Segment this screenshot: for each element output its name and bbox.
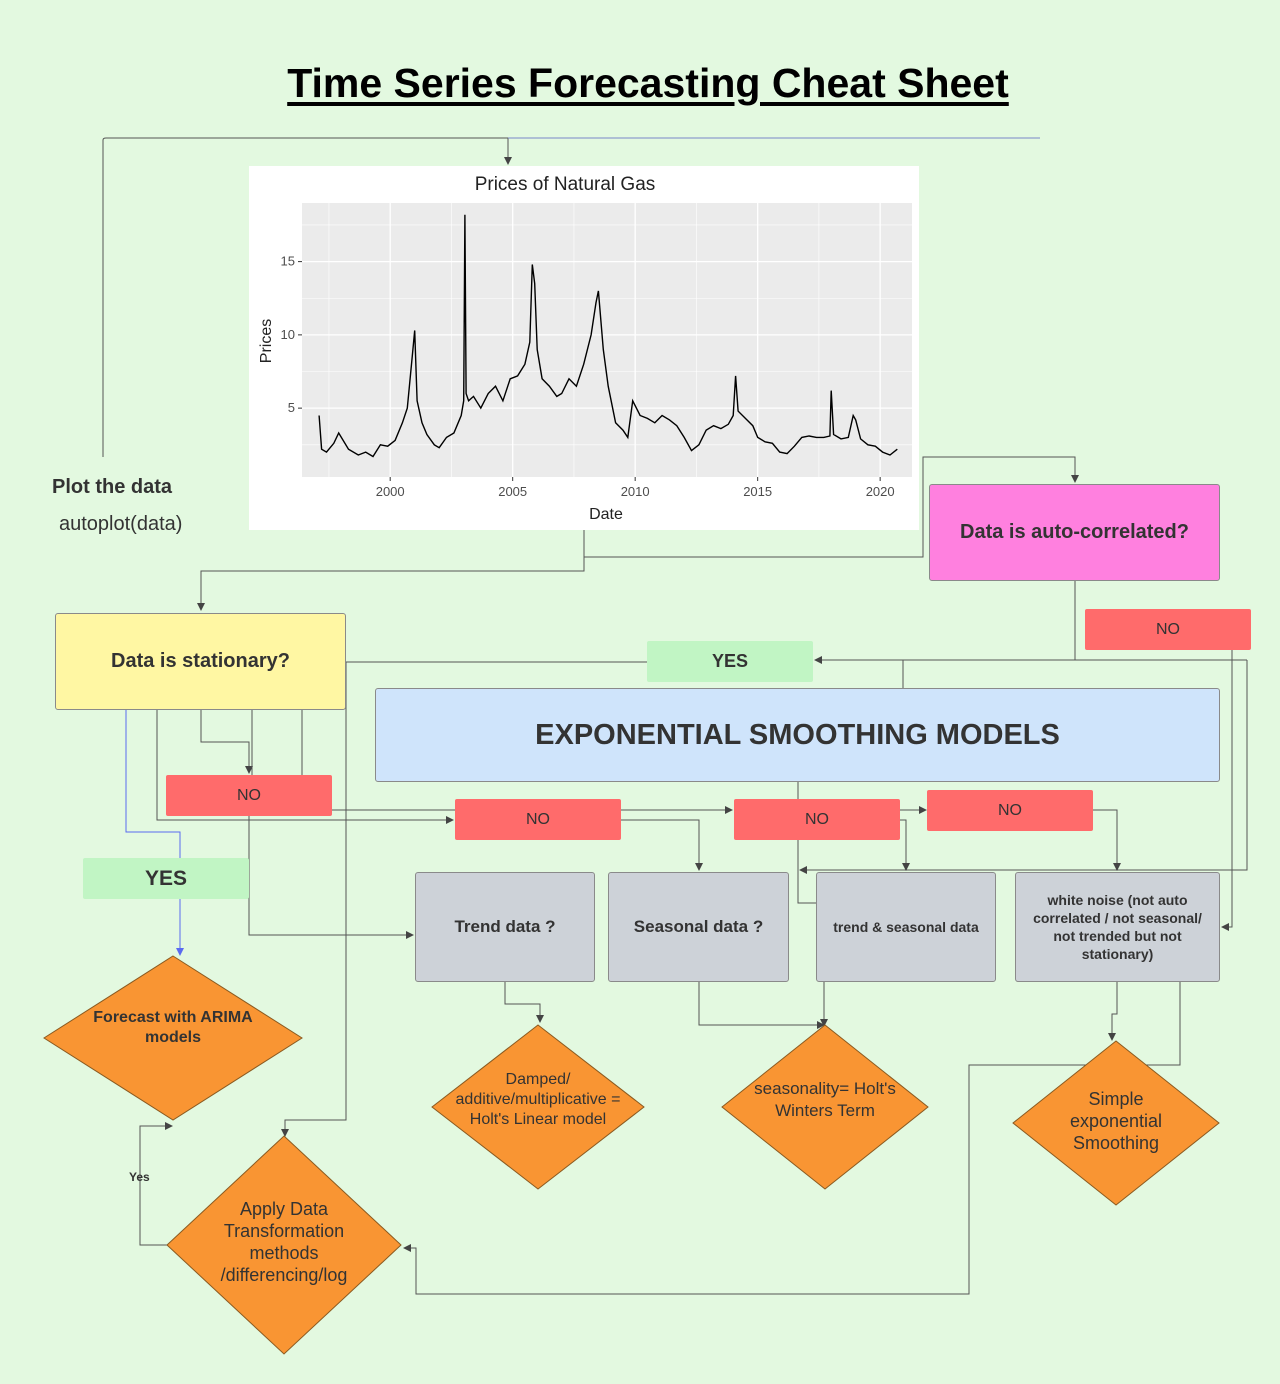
no-label-autocorr: NO (1085, 609, 1251, 650)
no-to-exp-line (902, 610, 1076, 688)
transform-diamond[interactable]: Apply Data Transformation methods /diffe… (166, 1135, 402, 1355)
series-line (318, 214, 898, 458)
trend-box[interactable]: Trend data ? (415, 872, 595, 982)
stationary-text: Data is stationary? (111, 650, 290, 672)
arima-diamond-shape (43, 955, 303, 1121)
plot-panel (302, 203, 912, 477)
natural-gas-chart: 2000 2005 2010 2015 2020 5 10 15 Prices of Natu… (249, 166, 919, 530)
chart-to-autocorr (583, 456, 1079, 558)
trend-to-holt (504, 982, 544, 1023)
loop-top-line (102, 137, 512, 457)
arima-diamond[interactable]: Forecast with ARIMA models (43, 955, 303, 1121)
holt-linear-text: Damped/ additive/multiplicative = Holt's… (455, 1071, 621, 1128)
stationary-to-yes-blue (125, 710, 184, 956)
white-noise-text: white noise (not auto correlated / not s… (1033, 892, 1202, 962)
x-tick-label: 2015 (743, 484, 772, 499)
transform-diamond-shape (166, 1135, 402, 1355)
holt-winters-text: seasonality= Holt's Winters Term (754, 1079, 896, 1120)
autocorrelated-box[interactable]: Data is auto-correlated? (929, 484, 1220, 581)
holt-linear-diamond-shape (431, 1024, 645, 1190)
trend-seasonal-text: trend & seasonal data (833, 919, 979, 935)
trend-text: Trend data ? (454, 917, 556, 936)
simple-exp-diamond-shape (1012, 1040, 1220, 1206)
seasonal-box[interactable]: Seasonal data ? (608, 872, 789, 982)
no2-to-seasonal (620, 819, 703, 871)
plot-step-code: autoplot(data) (59, 513, 183, 535)
transform-to-arima (139, 1122, 173, 1246)
chart-svg: 2000 2005 2010 2015 2020 5 10 15 Prices of Natu… (258, 174, 912, 523)
no1-to-trend (248, 815, 414, 939)
y-axis-label: Prices (258, 319, 275, 363)
whitenoise-loop (403, 982, 1181, 1295)
chart-to-stationary (197, 530, 585, 611)
x-axis-label: Date (589, 506, 623, 523)
trend-seasonal-box[interactable]: trend & seasonal data (816, 872, 996, 982)
seasonal-to-winters (698, 982, 825, 1029)
yes-label-autocorr: YES (647, 641, 813, 682)
plot-step-label: Plot the data (52, 476, 173, 498)
exp-smoothing-text: EXPONENTIAL SMOOTHING MODELS (535, 718, 1060, 751)
chart-title: Prices of Natural Gas (475, 174, 656, 195)
holt-linear-diamond[interactable]: Damped/ additive/multiplicative = Holt's… (431, 1024, 645, 1190)
no-right-drop (1221, 650, 1233, 931)
no3-to-trendseasonal (900, 819, 910, 871)
exp-smoothing-box[interactable]: EXPONENTIAL SMOOTHING MODELS (375, 688, 1220, 782)
stationary-to-no2 (156, 710, 454, 824)
no4-to-whitenoise (1093, 809, 1121, 871)
white-noise-box[interactable]: white noise (not auto correlated / not s… (1015, 872, 1220, 982)
x-tick-label: 2020 (866, 484, 895, 499)
arima-text: Forecast with ARIMA models (93, 1009, 253, 1046)
x-tick-label: 2010 (621, 484, 650, 499)
stationary-box[interactable]: Data is stationary? (55, 613, 346, 710)
transform-text: Apply Data Transformation methods /diffe… (220, 1199, 348, 1285)
seasonal-text: Seasonal data ? (633, 917, 764, 936)
x-tick-label: 2005 (498, 484, 527, 499)
y-tick-label: 15 (281, 254, 295, 269)
simple-exp-diamond[interactable]: Simple exponential Smoothing (1012, 1040, 1220, 1206)
stationary-to-no1 (200, 710, 253, 774)
page-title: Time Series Forecasting Cheat Sheet (287, 60, 1009, 106)
yes-label-transform: Yes (129, 1170, 150, 1184)
x-tick-label: 2000 (376, 484, 405, 499)
y-tick-label: 5 (288, 400, 295, 415)
no-label-trend-seasonal: NO (927, 790, 1093, 831)
autocorrelated-text: Data is auto-correlated? (960, 521, 1189, 543)
no-label-stationary: NO (166, 775, 332, 816)
holt-winters-diamond-shape (721, 1024, 929, 1190)
no-label-trend: NO (455, 799, 621, 840)
whitenoise-to-simple (1108, 982, 1118, 1041)
holt-winters-diamond[interactable]: seasonality= Holt's Winters Term (721, 1024, 929, 1190)
no-label-seasonal: NO (734, 799, 900, 840)
yes-label-stationary: YES (83, 858, 249, 899)
yes-to-transform (281, 661, 648, 1137)
y-tick-label: 10 (281, 327, 295, 342)
simple-exp-text: Simple exponential Smoothing (1069, 1089, 1163, 1153)
right-vertical-line (799, 660, 1248, 874)
